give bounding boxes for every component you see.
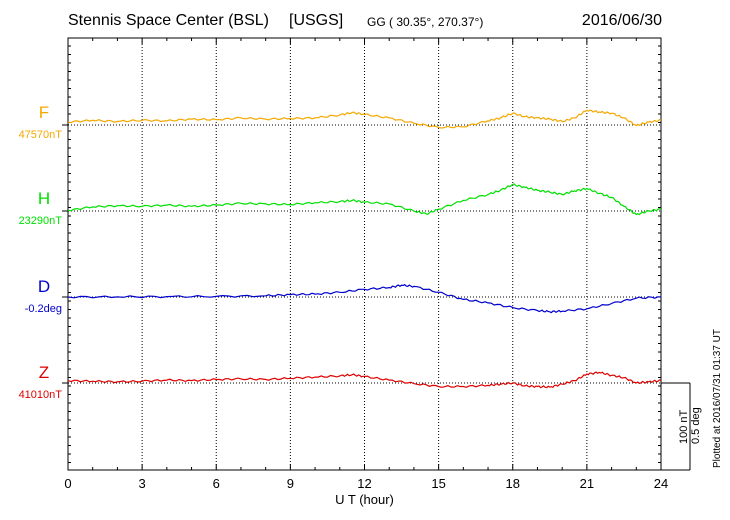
series-line-z (67, 371, 662, 389)
x-tick-label: 12 (357, 476, 371, 491)
scale-nt-label: 100 nT (678, 409, 690, 444)
series-baseline-h: 23290nT (19, 215, 63, 227)
x-tick-label: 21 (580, 476, 594, 491)
station-title: Stennis Space Center (BSL) (68, 12, 269, 29)
x-tick-label: 0 (64, 476, 71, 491)
series-name-f: F (39, 103, 49, 122)
network-label: [USGS] (289, 12, 344, 29)
plotted-timestamp: Plotted at 2016/07/31 01:37 UT (712, 329, 723, 468)
scale-label: 100 nT 0.5 deg (678, 407, 702, 444)
x-tick-label: 24 (654, 476, 668, 491)
series-line-f (67, 109, 662, 129)
x-tick-label: 15 (431, 476, 445, 491)
series-line-d (67, 283, 662, 314)
date-label: 2016/06/30 (581, 12, 662, 29)
series-name-z: Z (39, 363, 49, 382)
series-name-d: D (38, 277, 50, 296)
scale-deg-label: 0.5 deg (690, 407, 702, 444)
x-tick-label: 18 (506, 476, 520, 491)
series-name-h: H (38, 189, 50, 208)
coordinates-label: GG ( 30.35°, 270.37°) (367, 15, 484, 29)
series-baseline-z: 41010nT (19, 389, 63, 401)
x-tick-label: 6 (213, 476, 220, 491)
series-line-h (67, 183, 662, 216)
x-axis-label: U T (hour) (335, 492, 394, 507)
series-baseline-d: -0.2deg (25, 303, 62, 315)
series-baseline-f: 47570nT (19, 129, 63, 141)
x-tick-label: 3 (139, 476, 146, 491)
x-tick-label: 9 (287, 476, 294, 491)
